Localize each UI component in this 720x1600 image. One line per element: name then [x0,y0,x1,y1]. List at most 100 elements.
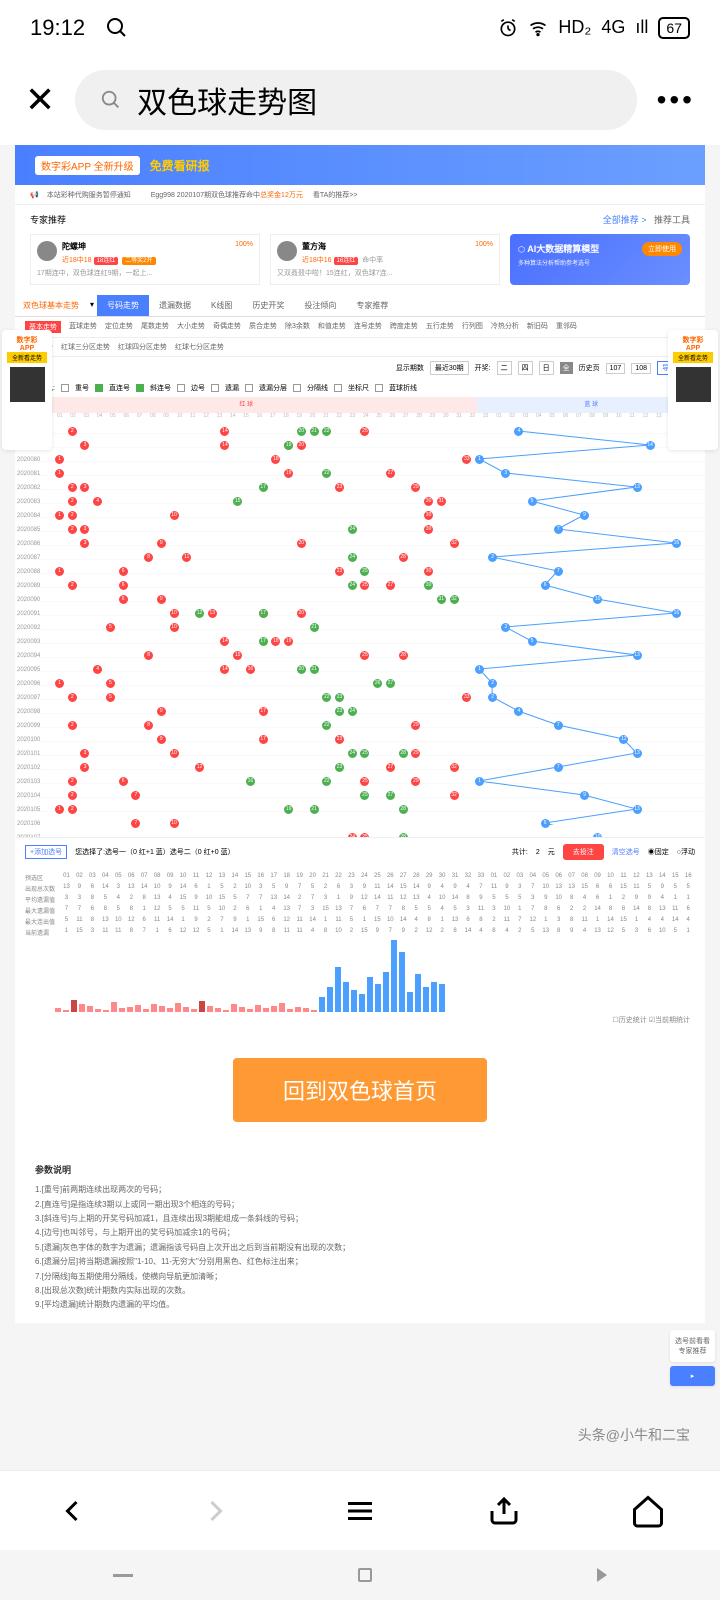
fixed-radio[interactable]: ◉固定 [648,847,669,857]
blue-trend-line [15,425,705,825]
avatar [37,241,57,261]
subnav-item[interactable]: 和值走势 [318,321,346,333]
checkbox[interactable] [211,384,219,392]
expert-card[interactable]: 陀螺坤 100% 近18中18 18连红 二等奖2开 17期连中，双色球连红9期… [30,234,260,285]
subnav-item[interactable]: 大小走势 [177,321,205,333]
subnav-item[interactable]: 红球四分区走势 [118,342,167,352]
more-icon[interactable]: ••• [657,84,695,116]
subnav-item[interactable]: 新旧码 [527,321,548,333]
qr-code [10,367,45,402]
day-btn[interactable]: 日 [539,361,554,375]
subnav-item[interactable]: 五行走势 [426,321,454,333]
search-text: 双色球走势图 [137,78,317,122]
day-btn[interactable]: 全 [560,362,573,374]
lottery-select[interactable]: 双色球基本走势 [15,295,87,316]
subnav-item[interactable]: 尾数走势 [141,321,169,333]
checkbox[interactable] [334,384,342,392]
subnav-item[interactable]: 行列图 [462,321,483,333]
right-float-ad[interactable]: 数字彩 APP 全新看走势 [668,330,718,450]
trend-chart[interactable]: 红 球 蓝 球 01020304050607080910111213141516… [15,397,705,837]
expert-title: 专家推荐 [30,213,66,226]
tab[interactable]: 遗漏数据 [149,295,201,316]
hist-page[interactable]: 108 [631,363,651,374]
sub-nav: 基本走势蓝球走势定位走势尾数走势大小走势奇偶走势质合走势除3余数和值走势连号走势… [15,317,705,338]
clear-link[interactable]: 清空选号 [612,847,640,857]
sys-back[interactable] [597,1568,607,1582]
ai-button[interactable]: 立即使用 [642,242,682,256]
params-section: 参数说明 1.[重号]前两期连续出现两次的号码；2.[直连号]是指连续3期以上或… [15,1152,705,1323]
tab[interactable]: 投注倾向 [294,295,346,316]
menu-icon[interactable] [342,1493,378,1529]
back-button[interactable]: 回到双色球首页 [233,1058,487,1122]
checkbox[interactable] [245,384,253,392]
param-item: 3.[斜连号]与上期的开奖号码加减1，且连续出现3期能组成一条斜线的号码； [35,1212,685,1226]
tab[interactable]: 历史开奖 [242,295,294,316]
subnav-item[interactable]: 跨度走势 [390,321,418,333]
add-pick[interactable]: +添加选号 [25,845,67,859]
close-icon[interactable]: ✕ [25,79,55,121]
subnav-item[interactable]: 红球七分区走势 [175,342,224,352]
period-label: 显示期数 [396,363,424,373]
day-btn[interactable]: 四 [518,361,533,375]
day-btn[interactable]: 二 [497,361,512,375]
bet-button[interactable]: 去投注 [563,844,604,860]
search-icon[interactable] [105,16,129,40]
search-input[interactable]: 双色球走势图 [75,70,636,130]
promo-banner[interactable]: 数字彩APP 全新升级 免费看研报 [15,145,705,185]
hist-page[interactable]: 107 [606,363,626,374]
dropdown-icon[interactable]: ▾ [87,295,97,316]
param-item: 2.[直连号]是指连续3期以上或同一期出现3个相连的号码； [35,1198,685,1212]
status-bar: 19:12 HD₂ 4G ıll 67 [0,0,720,55]
experts-row: 陀螺坤 100% 近18中18 18连红 二等奖2开 17期连中，双色球连红9期… [15,234,705,295]
hd-indicator: HD₂ [558,17,591,38]
checkbox[interactable] [375,384,383,392]
param-item: 6.[遗漏分层]将当期遗漏按照"1-10、11-无穷大"分别用黑色、红色标注出来… [35,1255,685,1269]
subnav-item[interactable]: 质合走势 [249,321,277,333]
ai-sub: 多种算法分析帮助参考选号 [518,258,682,267]
notice-text: 本站彩种代购服务暂停通知 [47,190,131,200]
subnav-item[interactable]: 奇偶走势 [213,321,241,333]
subnav-item[interactable]: 红球三分区走势 [61,342,110,352]
checkbox[interactable] [177,384,185,392]
tab[interactable]: 专家推荐 [346,295,398,316]
main-tabs: 双色球基本走势 ▾ 号码走势 遗漏数据 K线图 历史开奖 投注倾向 专家推荐 [15,295,705,317]
param-item: 9.[平均遗漏]统计期数内遗漏的平均值。 [35,1298,685,1312]
float-radio[interactable]: ○浮动 [677,847,695,857]
forward-icon[interactable] [198,1493,234,1529]
tab[interactable]: 号码走势 [97,295,149,316]
expert-pct: 100% [235,241,253,248]
float-tip[interactable]: 选号前看看专家推荐 [670,1330,715,1362]
checkbox[interactable] [95,384,103,392]
expert-card[interactable]: 董方海 100% 近18中16 16连红 命中率 又双叒叕中啦！15连红，双色球… [270,234,500,285]
back-icon[interactable] [54,1493,90,1529]
subnav-item[interactable]: 蓝球走势 [69,321,97,333]
home-icon[interactable] [630,1493,666,1529]
sys-home[interactable] [358,1568,372,1582]
tool-link[interactable]: 推荐工具 [654,215,690,225]
checkbox[interactable] [293,384,301,392]
float-arrow[interactable]: ▸ [670,1366,715,1386]
subnav-item[interactable]: 除3余数 [285,321,310,333]
tab[interactable]: K线图 [201,295,242,316]
sys-recent[interactable] [113,1574,133,1577]
notice-bar[interactable]: 📢 本站彩种代购服务暂停通知 Egg998 2020107期双色球推荐命中 总奖… [15,185,705,205]
section-header: 专家推荐 全部推荐 > 推荐工具 [15,205,705,234]
banner-main: 免费看研报 [150,157,210,174]
checkbox[interactable] [136,384,144,392]
share-icon[interactable] [486,1493,522,1529]
ai-card[interactable]: ⬡ AI大数据精算模型 立即使用 多种算法分析帮助参考选号 [510,234,690,285]
browser-nav [0,1470,720,1550]
left-float-ad[interactable]: 数字彩 APP 全新看走势 [2,330,52,450]
param-item: 8.[出现总次数]统计期数内实际出现的次数。 [35,1284,685,1298]
alarm-icon [498,18,518,38]
subnav-item[interactable]: 冷热分析 [491,321,519,333]
subnav-item[interactable]: 重邻码 [556,321,577,333]
checkbox[interactable] [61,384,69,392]
avatar [277,241,297,261]
param-item: 1.[重号]前两期连续出现两次的号码； [35,1183,685,1197]
period-select[interactable]: 最近30期 [430,361,469,375]
notice-more: 看TA的推荐>> [313,190,358,200]
subnav-item[interactable]: 连号走势 [354,321,382,333]
all-link[interactable]: 全部推荐 > [603,215,647,225]
subnav-item[interactable]: 定位走势 [105,321,133,333]
